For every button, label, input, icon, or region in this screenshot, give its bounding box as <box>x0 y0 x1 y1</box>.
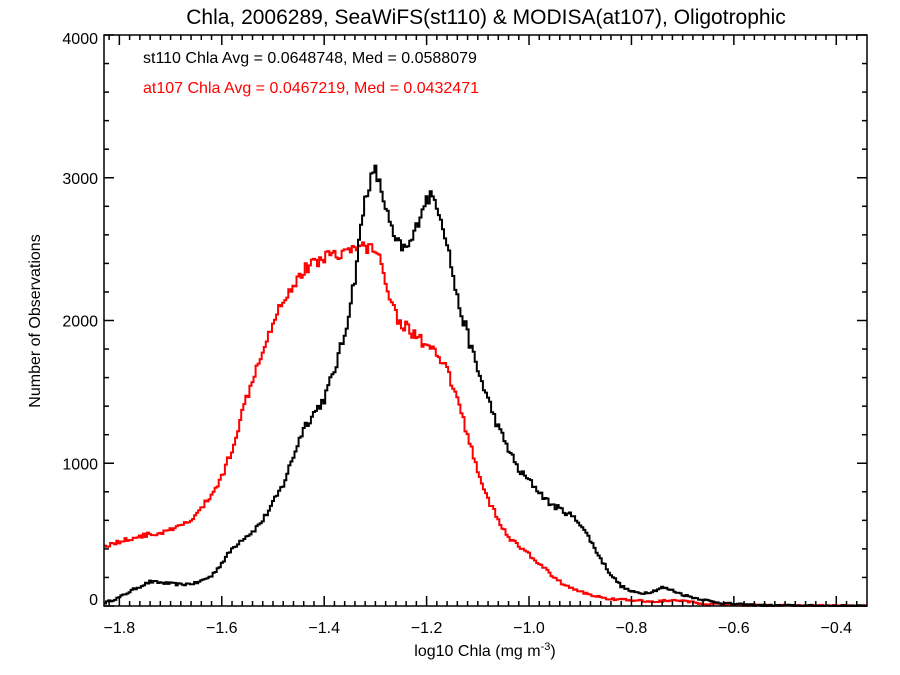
x-tick-label: −0.6 <box>718 620 750 637</box>
x-tick-label: −1.0 <box>513 620 545 637</box>
x-tick-label: −1.4 <box>308 620 340 637</box>
axes-layer: −1.8 −1.6 −1.4 −1.2 −1.0 −0.8 −0.6 −0.4 0 1000 200… <box>62 31 867 637</box>
plot-frame <box>103 34 868 607</box>
x-axis-label: log10 Chla (mg m-3) <box>414 641 555 660</box>
chart-title: Chla, 2006289, SeaWiFS(st110) & MODISA(a… <box>186 6 786 29</box>
y-tick-label: 3000 <box>62 171 98 188</box>
x-axis-label-end: ) <box>550 643 555 660</box>
x-tick-label: −1.6 <box>206 620 238 637</box>
at107-stats-annotation: at107 Chla Avg = 0.0467219, Med = 0.0432… <box>143 80 479 97</box>
x-tick-label: −1.8 <box>104 620 136 637</box>
series-line-st110 <box>104 164 867 607</box>
x-axis-label-superscript: -3 <box>541 641 551 653</box>
x-tick-label: −0.4 <box>820 620 852 637</box>
y-axis-label: Number of Observations <box>27 234 44 407</box>
y-tick-label: 2000 <box>62 314 98 331</box>
x-tick-label: −0.8 <box>616 620 648 637</box>
x-tick-label: −1.2 <box>411 620 443 637</box>
st110-stats-annotation: st110 Chla Avg = 0.0648748, Med = 0.0588… <box>143 50 477 67</box>
y-tick-label: 4000 <box>62 31 98 48</box>
y-tick-label: 1000 <box>62 456 98 473</box>
y-tick-label: 0 <box>89 592 98 609</box>
series-layer <box>104 164 867 607</box>
series-line-at107 <box>104 241 867 607</box>
